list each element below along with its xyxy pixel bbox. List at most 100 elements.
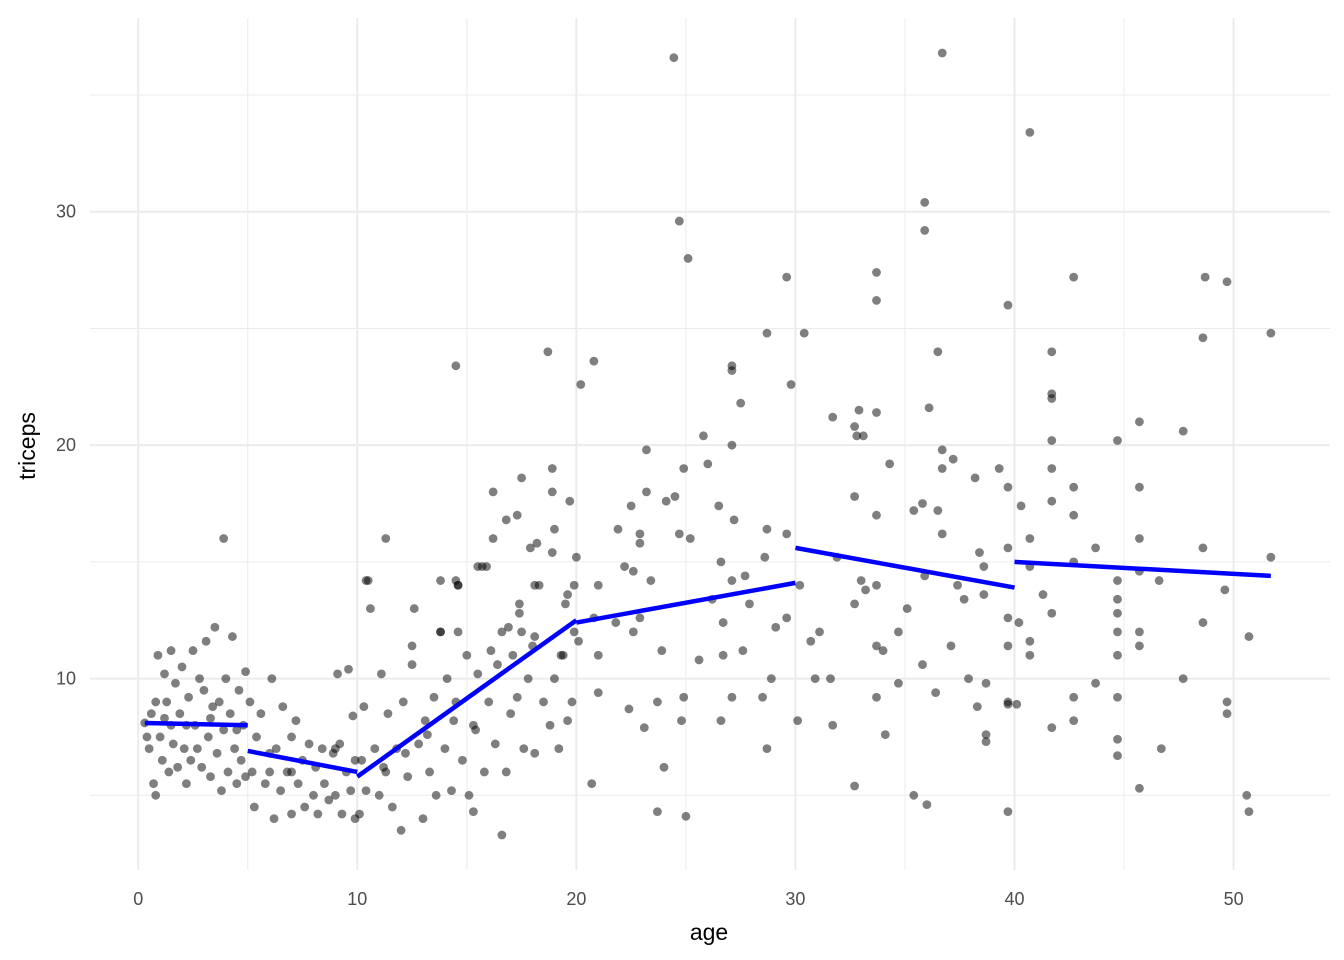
data-point bbox=[359, 702, 369, 712]
data-point bbox=[219, 725, 229, 735]
data-point bbox=[346, 786, 356, 796]
data-point bbox=[517, 473, 526, 483]
data-point bbox=[718, 650, 728, 660]
data-point bbox=[429, 692, 439, 702]
data-point bbox=[547, 487, 557, 497]
data-point bbox=[276, 786, 286, 796]
data-point bbox=[501, 767, 511, 777]
data-point bbox=[1003, 807, 1013, 817]
data-point bbox=[370, 744, 380, 754]
data-point bbox=[635, 613, 645, 623]
data-point bbox=[550, 524, 559, 534]
data-point bbox=[484, 697, 494, 707]
data-point bbox=[1069, 716, 1079, 726]
data-point bbox=[451, 361, 461, 371]
data-point bbox=[186, 755, 196, 765]
data-point bbox=[247, 767, 257, 777]
data-point bbox=[387, 802, 397, 812]
data-point bbox=[157, 755, 167, 765]
data-point bbox=[624, 704, 634, 714]
data-point bbox=[442, 674, 452, 683]
data-point bbox=[532, 538, 542, 548]
fit-line-segment bbox=[795, 545, 1015, 590]
data-point bbox=[872, 580, 881, 590]
data-point bbox=[786, 380, 796, 389]
data-point bbox=[464, 790, 474, 800]
data-point bbox=[924, 403, 934, 413]
data-point bbox=[490, 739, 500, 749]
data-point bbox=[766, 674, 776, 683]
data-point bbox=[350, 755, 360, 765]
data-point bbox=[563, 590, 572, 599]
data-point bbox=[523, 674, 533, 683]
y-axis-ticks: 10 20 30 bbox=[56, 202, 76, 689]
data-point bbox=[885, 459, 895, 469]
fit-line-segment bbox=[247, 748, 358, 775]
data-point bbox=[828, 720, 838, 730]
data-point bbox=[291, 716, 301, 726]
data-point bbox=[1134, 534, 1144, 543]
data-point bbox=[626, 501, 636, 511]
data-point bbox=[414, 739, 424, 749]
data-point bbox=[1012, 699, 1022, 709]
data-point bbox=[267, 674, 277, 683]
data-point bbox=[593, 688, 603, 697]
data-point bbox=[1134, 417, 1144, 427]
fit-line-segment bbox=[144, 720, 248, 728]
data-point bbox=[398, 697, 408, 707]
data-point bbox=[661, 496, 671, 506]
data-point bbox=[1222, 709, 1232, 719]
data-point bbox=[151, 697, 161, 707]
data-point bbox=[164, 767, 174, 777]
data-point bbox=[1047, 723, 1057, 733]
data-point bbox=[1016, 501, 1026, 511]
data-point bbox=[611, 618, 621, 627]
data-point bbox=[620, 562, 629, 571]
data-point bbox=[828, 412, 838, 422]
data-point bbox=[561, 599, 570, 609]
data-point bbox=[1003, 543, 1013, 553]
data-point bbox=[473, 669, 483, 679]
data-point bbox=[571, 552, 581, 562]
data-point bbox=[1244, 807, 1254, 817]
data-point bbox=[201, 636, 211, 646]
data-point bbox=[212, 748, 222, 758]
data-point bbox=[1113, 627, 1122, 637]
data-point bbox=[685, 534, 695, 543]
data-point bbox=[872, 268, 881, 277]
data-point bbox=[431, 790, 441, 800]
data-point bbox=[144, 744, 154, 754]
data-point bbox=[260, 779, 270, 789]
data-point bbox=[558, 650, 568, 660]
data-point bbox=[1025, 534, 1035, 543]
data-point bbox=[479, 767, 489, 777]
data-point bbox=[738, 646, 748, 655]
data-point bbox=[1222, 277, 1232, 287]
data-point bbox=[217, 786, 226, 796]
x-tick-label: 10 bbox=[347, 889, 367, 909]
data-point bbox=[793, 716, 803, 726]
data-point bbox=[872, 408, 881, 417]
data-point bbox=[727, 440, 737, 450]
data-point bbox=[153, 650, 163, 660]
data-point bbox=[486, 646, 496, 655]
data-point bbox=[155, 732, 165, 742]
data-point bbox=[593, 580, 603, 590]
data-point bbox=[1047, 347, 1057, 357]
x-tick-label: 0 bbox=[133, 889, 143, 909]
data-point bbox=[587, 779, 597, 789]
data-point bbox=[918, 660, 927, 669]
data-point bbox=[729, 515, 739, 525]
data-point bbox=[574, 636, 583, 646]
data-point bbox=[628, 566, 638, 576]
data-point bbox=[1069, 692, 1079, 702]
data-point bbox=[1047, 464, 1057, 473]
data-point bbox=[517, 627, 526, 637]
data-point bbox=[937, 529, 947, 539]
data-point bbox=[422, 730, 432, 740]
y-tick-label: 20 bbox=[56, 435, 76, 455]
data-point bbox=[344, 664, 353, 674]
data-point bbox=[550, 674, 559, 683]
data-point bbox=[931, 688, 941, 697]
data-point bbox=[1047, 436, 1057, 445]
